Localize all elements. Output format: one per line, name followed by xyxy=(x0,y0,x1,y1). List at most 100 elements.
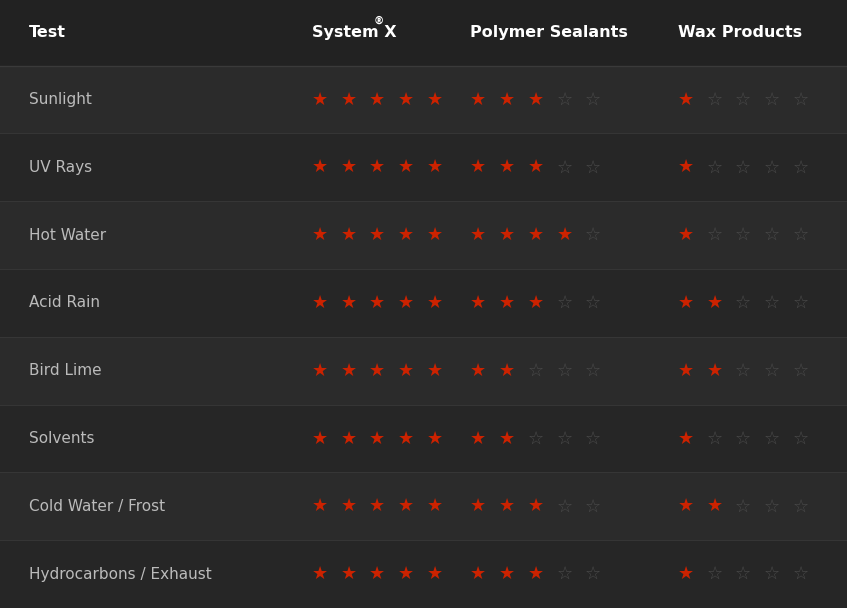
Text: Hot Water: Hot Water xyxy=(29,227,106,243)
FancyBboxPatch shape xyxy=(0,66,847,134)
Text: ☆: ☆ xyxy=(764,429,780,447)
Text: ★: ★ xyxy=(340,158,357,176)
Text: ★: ★ xyxy=(499,497,515,516)
Text: ☆: ☆ xyxy=(735,565,751,583)
Text: ★: ★ xyxy=(312,497,328,516)
Text: ☆: ☆ xyxy=(793,362,809,380)
Text: ★: ★ xyxy=(312,294,328,312)
Text: ☆: ☆ xyxy=(735,362,751,380)
Text: ☆: ☆ xyxy=(706,158,722,176)
Text: ☆: ☆ xyxy=(528,362,544,380)
Text: Test: Test xyxy=(29,26,66,40)
Text: ★: ★ xyxy=(678,158,694,176)
Text: ★: ★ xyxy=(398,91,414,109)
Text: ☆: ☆ xyxy=(585,294,601,312)
Text: ★: ★ xyxy=(470,565,486,583)
Text: Wax Products: Wax Products xyxy=(678,26,802,40)
Text: ☆: ☆ xyxy=(556,565,573,583)
Text: ★: ★ xyxy=(312,226,328,244)
Text: ★: ★ xyxy=(678,497,694,516)
Text: ☆: ☆ xyxy=(706,226,722,244)
Text: ★: ★ xyxy=(556,226,573,244)
Text: ★: ★ xyxy=(499,158,515,176)
Text: Acid Rain: Acid Rain xyxy=(29,295,100,311)
Text: ★: ★ xyxy=(427,429,443,447)
Text: ☆: ☆ xyxy=(556,429,573,447)
Text: ★: ★ xyxy=(499,226,515,244)
Text: ★: ★ xyxy=(706,497,722,516)
Text: ☆: ☆ xyxy=(793,158,809,176)
Text: ★: ★ xyxy=(499,565,515,583)
Text: ★: ★ xyxy=(528,158,544,176)
Text: ☆: ☆ xyxy=(585,497,601,516)
Text: ★: ★ xyxy=(369,226,385,244)
Text: ★: ★ xyxy=(706,362,722,380)
Text: ★: ★ xyxy=(427,91,443,109)
Text: ☆: ☆ xyxy=(735,429,751,447)
Text: ★: ★ xyxy=(470,294,486,312)
Text: ☆: ☆ xyxy=(735,91,751,109)
Text: ★: ★ xyxy=(398,362,414,380)
Text: ☆: ☆ xyxy=(706,429,722,447)
FancyBboxPatch shape xyxy=(0,540,847,608)
Text: ☆: ☆ xyxy=(528,429,544,447)
Text: ★: ★ xyxy=(427,226,443,244)
Text: ☆: ☆ xyxy=(556,158,573,176)
Text: ☆: ☆ xyxy=(793,497,809,516)
Text: ★: ★ xyxy=(312,362,328,380)
Text: ★: ★ xyxy=(398,158,414,176)
Text: ☆: ☆ xyxy=(735,158,751,176)
Text: ★: ★ xyxy=(470,226,486,244)
Text: ☆: ☆ xyxy=(764,158,780,176)
Text: Solvents: Solvents xyxy=(29,431,94,446)
Text: ★: ★ xyxy=(398,294,414,312)
Text: Cold Water / Frost: Cold Water / Frost xyxy=(29,499,165,514)
Text: ★: ★ xyxy=(470,91,486,109)
Text: Hydrocarbons / Exhaust: Hydrocarbons / Exhaust xyxy=(29,567,212,582)
Text: ☆: ☆ xyxy=(793,429,809,447)
Text: ★: ★ xyxy=(340,294,357,312)
Text: ★: ★ xyxy=(427,497,443,516)
Text: ★: ★ xyxy=(340,429,357,447)
Text: ★: ★ xyxy=(369,294,385,312)
Text: ★: ★ xyxy=(340,565,357,583)
Text: ★: ★ xyxy=(528,91,544,109)
FancyBboxPatch shape xyxy=(0,0,847,66)
Text: ★: ★ xyxy=(369,91,385,109)
Text: ★: ★ xyxy=(398,429,414,447)
Text: ★: ★ xyxy=(340,226,357,244)
Text: ★: ★ xyxy=(678,429,694,447)
FancyBboxPatch shape xyxy=(0,269,847,337)
Text: ☆: ☆ xyxy=(735,497,751,516)
Text: ®: ® xyxy=(374,16,384,26)
Text: ★: ★ xyxy=(340,362,357,380)
Text: ★: ★ xyxy=(340,91,357,109)
Text: ★: ★ xyxy=(312,565,328,583)
Text: ★: ★ xyxy=(369,429,385,447)
Text: ☆: ☆ xyxy=(556,362,573,380)
Text: ★: ★ xyxy=(398,226,414,244)
Text: ☆: ☆ xyxy=(735,226,751,244)
Text: ☆: ☆ xyxy=(735,294,751,312)
FancyBboxPatch shape xyxy=(0,337,847,405)
Text: ★: ★ xyxy=(470,158,486,176)
Text: ★: ★ xyxy=(312,429,328,447)
Text: ☆: ☆ xyxy=(585,429,601,447)
FancyBboxPatch shape xyxy=(0,405,847,472)
Text: ★: ★ xyxy=(528,497,544,516)
Text: ★: ★ xyxy=(369,497,385,516)
Text: ☆: ☆ xyxy=(585,158,601,176)
Text: ☆: ☆ xyxy=(706,91,722,109)
Text: ★: ★ xyxy=(528,226,544,244)
Text: ★: ★ xyxy=(398,565,414,583)
Text: ★: ★ xyxy=(678,294,694,312)
Text: ☆: ☆ xyxy=(764,226,780,244)
Text: ★: ★ xyxy=(528,565,544,583)
Text: ★: ★ xyxy=(312,158,328,176)
Text: Sunlight: Sunlight xyxy=(29,92,91,107)
Text: ★: ★ xyxy=(499,91,515,109)
Text: ☆: ☆ xyxy=(585,362,601,380)
Text: ★: ★ xyxy=(528,294,544,312)
Text: ★: ★ xyxy=(499,362,515,380)
Text: ★: ★ xyxy=(470,362,486,380)
